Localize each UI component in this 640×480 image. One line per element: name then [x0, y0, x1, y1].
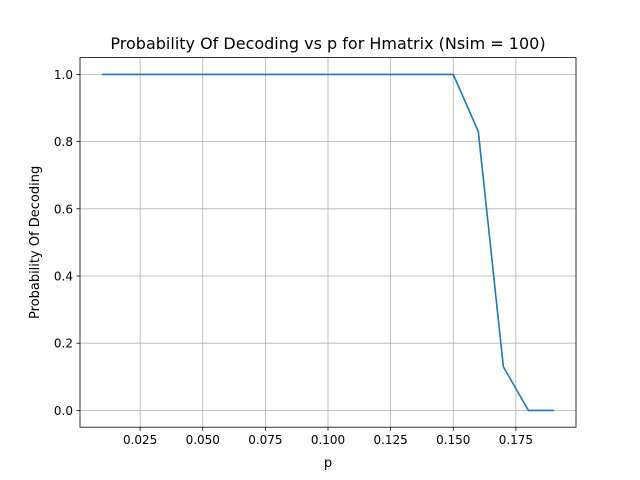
x-tick-label: 0.025	[123, 433, 157, 447]
y-axis-ticks: 0.0 0.2 0.4 0.6 0.8 1.0	[54, 68, 80, 418]
y-tick-label: 0.0	[54, 404, 73, 418]
y-tick-label: 0.6	[54, 202, 73, 216]
series-group	[101, 73, 555, 412]
y-tick-label: 0.4	[54, 270, 73, 284]
x-tick-label: 0.175	[499, 433, 533, 447]
x-axis-ticks: 0.025 0.050 0.075 0.100 0.125 0.150 0.175	[123, 427, 533, 447]
chart-title: Probability Of Decoding vs p for Hmatrix…	[110, 34, 545, 53]
series-line	[101, 73, 555, 412]
y-tick-label: 0.8	[54, 135, 73, 149]
x-tick-label: 0.075	[248, 433, 282, 447]
x-tick-label: 0.050	[186, 433, 220, 447]
x-tick-label: 0.100	[311, 433, 345, 447]
x-tick-label: 0.125	[373, 433, 407, 447]
plot-frame	[79, 57, 577, 428]
y-tick-label: 1.0	[54, 68, 73, 82]
y-axis-label: Probability Of Decoding	[28, 166, 43, 319]
grid	[80, 57, 576, 428]
y-tick-label: 0.2	[54, 337, 73, 351]
x-tick-label: 0.150	[436, 433, 470, 447]
x-axis-label: p	[324, 456, 332, 471]
